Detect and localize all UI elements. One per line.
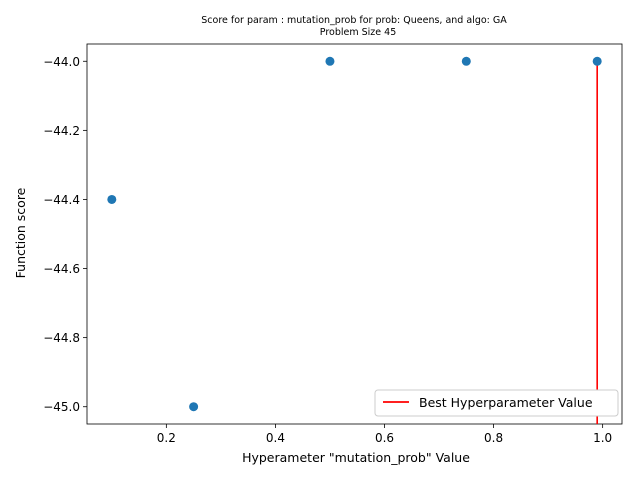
y-axis-label: Function score: [13, 187, 28, 278]
legend: Best Hyperparameter Value: [374, 389, 619, 417]
y-tick-label: −44.0: [43, 55, 80, 69]
legend-box: [374, 389, 619, 417]
legend-best-line-label: Best Hyperparameter Value: [419, 395, 593, 410]
y-tick-label: −44.8: [43, 331, 80, 345]
y-tick-label: −44.2: [43, 124, 80, 138]
x-tick-label: 1.0: [593, 431, 612, 445]
chart-title: Score for param : mutation_prob for prob…: [201, 15, 507, 26]
axes-frame: [86, 43, 623, 425]
data-point: [592, 56, 602, 66]
data-point: [325, 56, 335, 66]
y-tick-label: −45.0: [43, 400, 80, 414]
data-point: [107, 194, 117, 204]
chart-subtitle: Problem Size 45: [320, 27, 396, 38]
data-point: [189, 402, 199, 412]
x-tick-label: 0.6: [375, 431, 394, 445]
data-point: [461, 56, 471, 66]
y-tick-label: −44.6: [43, 262, 80, 276]
points-layer: [107, 56, 602, 412]
x-axis-ticks: 0.2 0.4 0.6 0.8 1.0: [157, 424, 612, 445]
plot-area: [86, 43, 623, 425]
x-tick-label: 0.8: [484, 431, 503, 445]
x-tick-label: 0.2: [157, 431, 176, 445]
y-tick-label: −44.4: [43, 193, 80, 207]
x-axis-label: Hyperameter "mutation_prob" Value: [242, 450, 470, 465]
x-tick-label: 0.4: [266, 431, 285, 445]
y-axis-ticks: −45.0 −44.8 −44.6 −44.4 −44.2 −44.0: [43, 55, 87, 414]
